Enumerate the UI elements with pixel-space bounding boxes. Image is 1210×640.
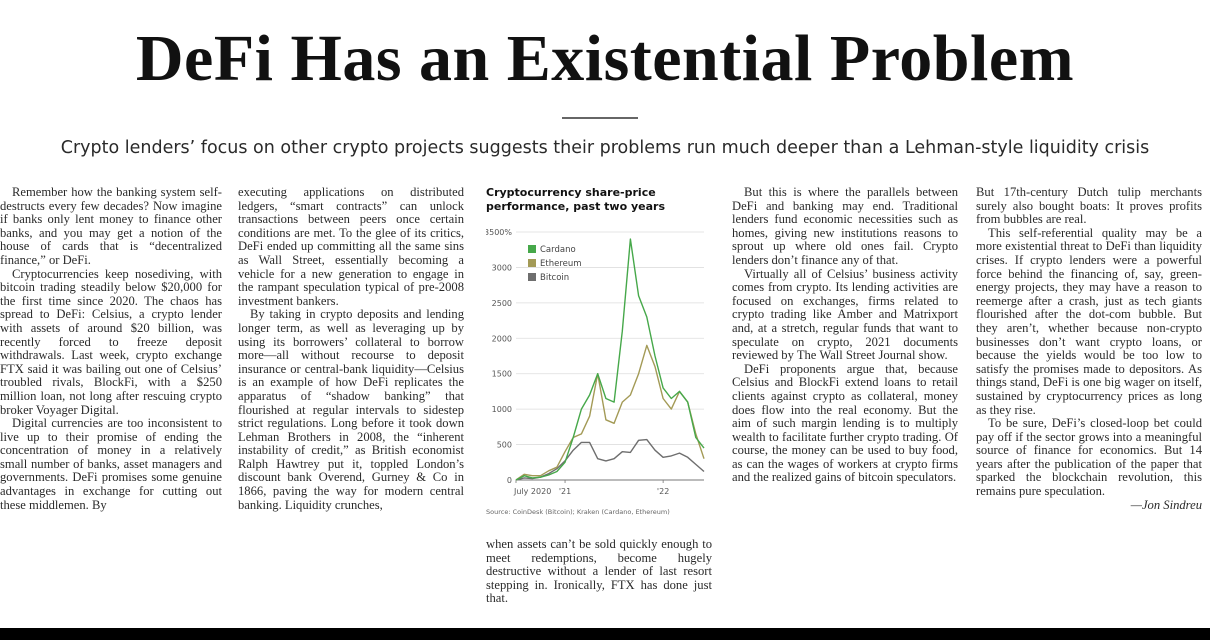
- y-tick-label: 2500: [492, 299, 512, 308]
- y-tick-label: 2000: [492, 334, 512, 343]
- crypto-chart: Cryptocurrency share-price performance, …: [486, 186, 712, 526]
- paragraph: Digital currencies are too inconsistent …: [0, 416, 222, 512]
- legend-swatch-bitcoin: [528, 273, 536, 281]
- y-tick-label: 3000: [492, 263, 512, 272]
- x-tick-label: July 2020: [513, 487, 551, 496]
- paragraph: To be sure, DeFi’s closed-loop bet could…: [976, 416, 1202, 499]
- article-column-5: But 17th-century Dutch tulip merchants s…: [976, 186, 1202, 616]
- byline: —Jon Sindreu: [1130, 497, 1202, 512]
- y-tick-label: 500: [497, 441, 512, 450]
- paragraph: when assets can’t be sold quickly enough…: [486, 538, 712, 606]
- y-tick-label: 1500: [492, 370, 512, 379]
- article-headline: DeFi Has an Existential Problem: [135, 22, 1075, 95]
- legend-label-cardano: Cardano: [540, 245, 576, 255]
- chart-source: Source: CoinDesk (Bitcoin); Kraken (Card…: [486, 508, 670, 516]
- paragraph: This self-referential quality may be a m…: [976, 225, 1202, 417]
- series-line-ethereum: [515, 344, 705, 481]
- legend-label-bitcoin: Bitcoin: [540, 273, 569, 283]
- x-tick-label: '22: [657, 487, 669, 496]
- legend-label-ethereum: Ethereum: [540, 259, 582, 269]
- paragraph: But 17th-century Dutch tulip merchants s…: [976, 186, 1202, 227]
- headline-divider: [562, 117, 638, 119]
- y-tick-label: 0: [507, 476, 512, 485]
- y-tick-label: 3500%: [486, 228, 512, 237]
- paragraph: Cryptocurrencies keep nosediving, with b…: [0, 266, 222, 417]
- article-column-2: executing applications on distributed le…: [238, 186, 464, 616]
- x-tick-label: '21: [559, 487, 571, 496]
- chart-title: Cryptocurrency share-price performance, …: [486, 186, 665, 213]
- series-line-bitcoin: [515, 438, 705, 481]
- legend-swatch-cardano: [528, 245, 536, 253]
- article-column-1: Remember how the banking system self-des…: [0, 186, 222, 616]
- article-column-3: when assets can’t be sold quickly enough…: [486, 538, 712, 616]
- series-line-cardano: [515, 238, 705, 481]
- paragraph: By taking in crypto deposits and lending…: [238, 307, 464, 512]
- paragraph: Virtually all of Celsius’ business activ…: [732, 266, 958, 363]
- legend-swatch-ethereum: [528, 259, 536, 267]
- article-column-4: But this is where the parallels between …: [732, 186, 958, 616]
- article-deck: Crypto lenders’ focus on other crypto pr…: [60, 138, 1150, 158]
- paragraph: executing applications on distributed le…: [238, 186, 464, 308]
- paragraph: But this is where the parallels between …: [732, 186, 958, 267]
- paragraph: DeFi proponents argue that, because Cels…: [732, 361, 958, 485]
- page-bottom-edge: [0, 628, 1210, 640]
- y-tick-label: 1000: [492, 405, 512, 414]
- paragraph: Remember how the banking system self-des…: [0, 186, 222, 267]
